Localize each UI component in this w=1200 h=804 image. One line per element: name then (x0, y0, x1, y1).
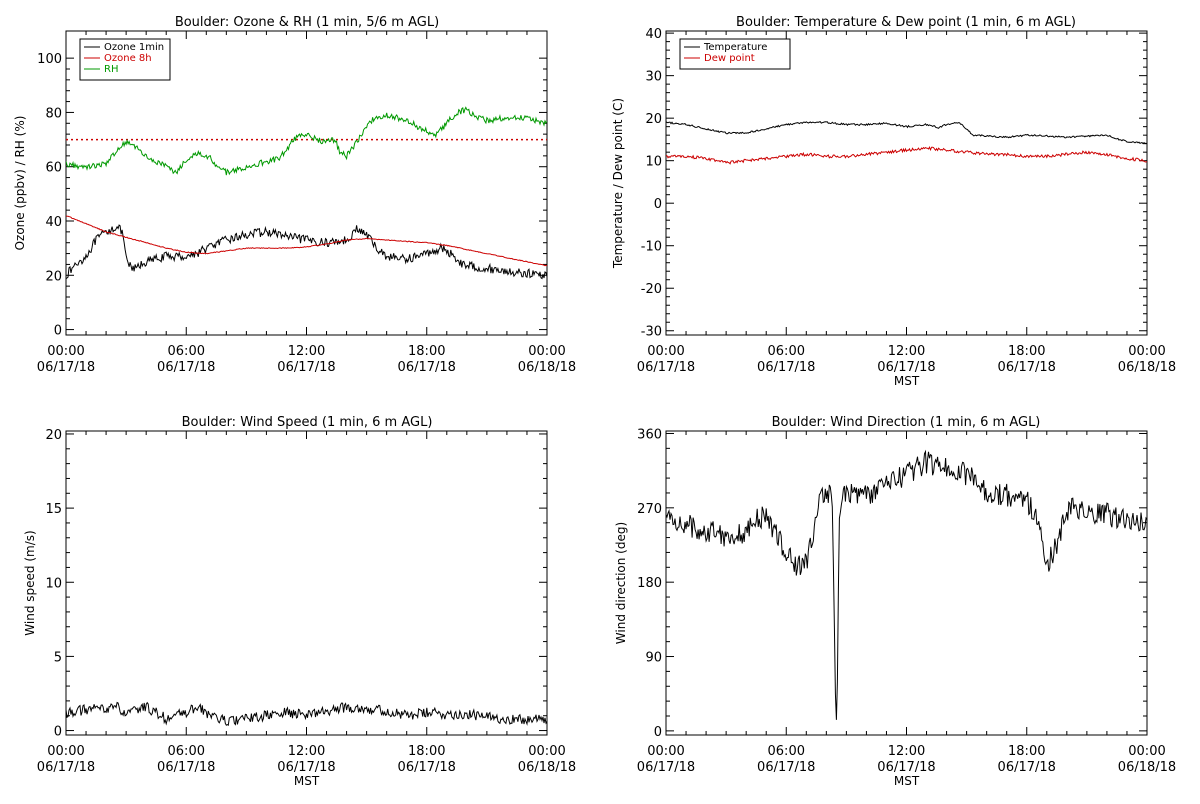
x-tick-time: 12:00 (288, 744, 325, 759)
x-tick-time: 00:00 (528, 344, 565, 359)
x-tick-date: 06/17/18 (157, 760, 215, 775)
x-tick-time: 06:00 (768, 744, 805, 759)
x-tick-date: 06/17/18 (637, 360, 695, 375)
y-tick-label: 0 (654, 725, 662, 740)
x-tick-date: 06/17/18 (277, 360, 335, 375)
y-tick-label: 40 (645, 27, 662, 42)
legend-label: Ozone 8h (104, 53, 152, 64)
x-tick-date: 06/17/18 (877, 760, 935, 775)
chart-panel-1: Boulder: Ozone & RH (1 min, 5/6 m AGL) 0 2… (13, 15, 576, 375)
series-line-ozone-8h (66, 215, 547, 267)
y-tick-label: 60 (45, 161, 62, 176)
x-tick-time: 00:00 (647, 344, 684, 359)
legend-label: RH (104, 64, 118, 75)
x-tick-date: 06/17/18 (157, 360, 215, 375)
x-tick-time: 00:00 (528, 744, 565, 759)
x-tick-time: 18:00 (408, 344, 445, 359)
x-tick-date: 06/17/18 (998, 360, 1056, 375)
y-tick-label: 0 (654, 197, 662, 212)
x-tick-time: 00:00 (47, 744, 84, 759)
x-tick-date: 06/17/18 (637, 760, 695, 775)
legend-box (679, 38, 791, 70)
x-tick-date: 06/17/18 (998, 760, 1056, 775)
x-tick-time: 06:00 (168, 744, 205, 759)
chart-title: Boulder: Temperature & Dew point (1 min,… (736, 15, 1076, 30)
x-tick-date: 06/18/18 (518, 760, 576, 775)
chart-title: Boulder: Wind Direction (1 min, 6 m AGL) (772, 415, 1041, 430)
y-axis-label: Wind speed (m/s) (23, 530, 37, 635)
plot-frame (65, 430, 548, 736)
x-tick-time: 12:00 (888, 744, 925, 759)
y-tick-label: 0 (54, 324, 62, 339)
x-tick-time: 06:00 (768, 344, 805, 359)
x-tick-time: 00:00 (1128, 344, 1165, 359)
series-line-rh (66, 106, 547, 176)
x-tick-time: 18:00 (1008, 344, 1045, 359)
y-tick-label: 40 (45, 215, 62, 230)
x-tick-date: 06/18/18 (1118, 360, 1176, 375)
y-tick-label: 360 (637, 427, 662, 442)
series-line-ozone-1min (66, 224, 547, 280)
series-line-series-1 (666, 449, 1147, 720)
x-tick-date: 06/17/18 (877, 360, 935, 375)
y-axis-label: Temperature / Dew point (C) (611, 98, 625, 269)
x-tick-date: 06/17/18 (757, 760, 815, 775)
chart-title: Boulder: Wind Speed (1 min, 6 m AGL) (182, 415, 433, 430)
y-tick-label: 20 (645, 112, 662, 127)
x-tick-date: 06/17/18 (277, 760, 335, 775)
chart-panel-3: Boulder: Wind Speed (1 min, 6 m AGL) 0 5 10… (23, 415, 576, 788)
legend-label: Temperature (703, 42, 767, 53)
y-tick-label: 5 (54, 650, 62, 665)
y-tick-label: 100 (37, 52, 62, 67)
x-tick-date: 06/18/18 (518, 360, 576, 375)
series-line-dew-point (666, 146, 1147, 165)
plot-frame (665, 30, 1148, 336)
x-tick-time: 12:00 (888, 344, 925, 359)
y-tick-label: 10 (45, 576, 62, 591)
legend-label: Dew point (704, 53, 755, 64)
y-tick-label: 270 (637, 502, 662, 517)
y-axis-label: Wind direction (deg) (614, 522, 628, 644)
y-tick-label: -10 (641, 240, 662, 255)
y-tick-label: 15 (45, 502, 62, 517)
y-axis-label: Ozone (ppbv) / RH (%) (13, 116, 27, 251)
y-tick-label: 180 (637, 576, 662, 591)
x-tick-time: 06:00 (168, 344, 205, 359)
x-axis-label: MST (894, 774, 920, 788)
y-tick-label: -30 (641, 325, 662, 340)
series-line-temperature (666, 121, 1147, 145)
y-tick-label: 0 (54, 725, 62, 740)
y-tick-label: 30 (645, 70, 662, 85)
plot-frame (665, 430, 1148, 736)
x-tick-date: 06/17/18 (398, 360, 456, 375)
x-tick-date: 06/18/18 (1118, 760, 1176, 775)
y-tick-label: -20 (641, 282, 662, 297)
legend-label: Ozone 1min (104, 42, 164, 53)
chart-title: Boulder: Ozone & RH (1 min, 5/6 m AGL) (175, 15, 439, 30)
x-tick-date: 06/17/18 (398, 760, 456, 775)
y-tick-label: 20 (45, 269, 62, 284)
x-tick-time: 00:00 (647, 744, 684, 759)
series-line-series-1 (66, 701, 547, 727)
chart-panel-4: Boulder: Wind Direction (1 min, 6 m AGL)… (614, 415, 1176, 788)
chart-panel-2: Boulder: Temperature & Dew point (1 min,… (611, 15, 1176, 388)
y-tick-label: 90 (645, 651, 662, 666)
x-tick-time: 00:00 (47, 344, 84, 359)
x-tick-date: 06/17/18 (37, 760, 95, 775)
y-tick-label: 80 (45, 106, 62, 121)
x-tick-date: 06/17/18 (37, 360, 95, 375)
legend-box (79, 38, 171, 81)
x-axis-label: MST (294, 774, 320, 788)
x-tick-date: 06/17/18 (757, 360, 815, 375)
x-tick-time: 18:00 (408, 744, 445, 759)
y-tick-label: 20 (45, 428, 62, 443)
x-axis-label: MST (894, 374, 920, 388)
x-tick-time: 18:00 (1008, 744, 1045, 759)
x-tick-time: 12:00 (288, 344, 325, 359)
y-tick-label: 10 (645, 155, 662, 170)
x-tick-time: 00:00 (1128, 744, 1165, 759)
